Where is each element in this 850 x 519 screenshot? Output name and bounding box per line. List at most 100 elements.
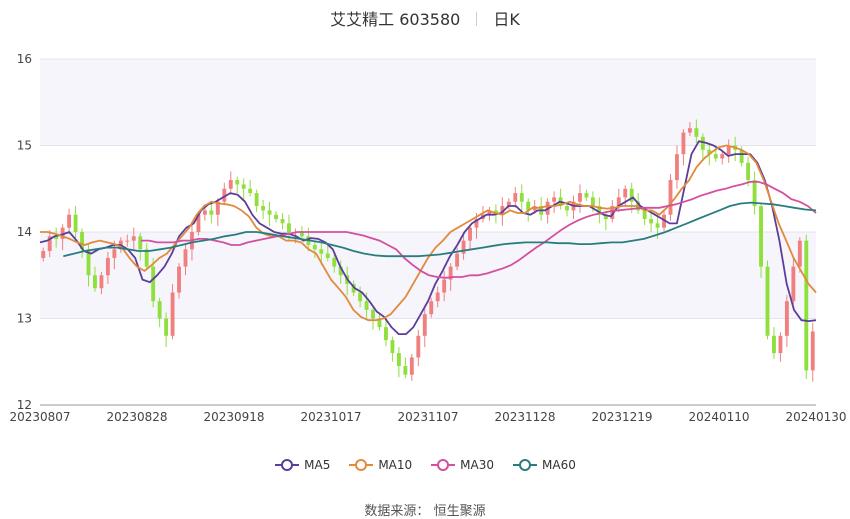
- candle-body: [254, 193, 259, 207]
- candle-body: [778, 335, 783, 354]
- candle: [597, 197, 602, 224]
- candle-body: [332, 257, 337, 267]
- candle-body: [209, 210, 214, 215]
- candle: [235, 176, 240, 194]
- candle: [151, 257, 156, 308]
- candle-body: [720, 154, 725, 159]
- candle-body: [280, 219, 285, 224]
- candle-body: [125, 240, 130, 242]
- candle-body: [578, 193, 582, 202]
- x-tick-label: 20231017: [300, 410, 361, 424]
- candle-body: [429, 301, 434, 315]
- legend-marker-icon: [349, 459, 374, 471]
- candle: [261, 199, 266, 220]
- candle-body: [312, 244, 317, 250]
- candle-body: [681, 132, 686, 155]
- candle-body: [228, 180, 233, 189]
- candle: [403, 357, 408, 379]
- chart-title: 艾艾精工 603580 日K: [0, 6, 850, 30]
- candle: [47, 230, 52, 258]
- legend-label: MA5: [304, 458, 331, 472]
- legend-label: MA60: [542, 458, 576, 472]
- candle-body: [649, 219, 654, 224]
- candle: [772, 327, 776, 360]
- candle: [274, 211, 278, 223]
- legend-marker-icon: [431, 459, 456, 471]
- candle-body: [47, 236, 52, 252]
- candle-body: [93, 275, 97, 289]
- candle: [694, 119, 699, 143]
- candle-body: [41, 251, 46, 258]
- candle-body: [687, 128, 692, 133]
- candle-body: [390, 340, 395, 354]
- x-tick-label: 20230918: [203, 410, 264, 424]
- candle-body: [196, 214, 201, 232]
- candle: [513, 187, 518, 208]
- candle: [248, 180, 253, 197]
- x-tick-label: 20231128: [494, 410, 555, 424]
- legend-item-ma5[interactable]: MA5: [274, 458, 330, 472]
- candle-body: [597, 206, 602, 215]
- candle-body: [287, 223, 291, 232]
- candle-body: [487, 210, 492, 215]
- candle: [99, 271, 104, 295]
- candle: [752, 171, 757, 215]
- candle-body: [759, 206, 763, 267]
- legend-item-ma10[interactable]: MA10: [348, 458, 412, 472]
- period-label: 日K: [493, 10, 520, 29]
- stock-name: 艾艾精工 603580: [330, 10, 461, 29]
- y-tick-label: 16: [17, 52, 32, 66]
- candle: [371, 306, 375, 330]
- candle-body: [623, 188, 628, 198]
- candle-body: [765, 266, 770, 336]
- legend: MA5 MA10 MA30 MA60: [0, 458, 850, 474]
- candle: [797, 237, 802, 273]
- candle-body: [526, 201, 531, 211]
- candle-body: [183, 249, 188, 267]
- candle: [222, 182, 227, 206]
- candle: [409, 353, 414, 381]
- candle: [810, 322, 815, 382]
- legend-marker-icon: [513, 459, 538, 471]
- candle-body: [325, 253, 330, 258]
- candle-body: [474, 219, 479, 228]
- candle: [778, 332, 783, 362]
- x-tick-label: 20230807: [9, 410, 70, 424]
- candle: [377, 312, 382, 331]
- candle-body: [603, 214, 608, 220]
- candle-body: [461, 240, 466, 254]
- candle-body: [642, 210, 647, 220]
- candle-body: [422, 314, 427, 336]
- candle: [506, 198, 511, 210]
- candle-body: [616, 197, 621, 207]
- candle-body: [384, 327, 388, 341]
- candle-body: [396, 353, 401, 367]
- candle: [93, 266, 97, 292]
- candle: [746, 156, 751, 187]
- candle: [209, 201, 214, 224]
- candle-body: [752, 180, 757, 207]
- candle: [668, 174, 673, 221]
- candle: [325, 244, 330, 262]
- candle-body: [131, 236, 136, 241]
- x-tick-label: 20240110: [688, 410, 749, 424]
- candle-body: [791, 266, 796, 302]
- candle: [468, 224, 472, 250]
- candle-body: [86, 249, 91, 276]
- candle: [332, 254, 337, 273]
- candle: [584, 189, 589, 201]
- legend-item-ma60[interactable]: MA60: [512, 458, 576, 472]
- candle: [759, 202, 763, 278]
- candle-body: [726, 145, 731, 155]
- candle: [241, 178, 246, 200]
- legend-item-ma30[interactable]: MA30: [430, 458, 494, 472]
- ma-lines: [39, 140, 817, 336]
- candle: [131, 227, 136, 250]
- candle: [675, 145, 679, 189]
- candle-body: [351, 283, 356, 293]
- grid-band: [40, 318, 816, 405]
- candle: [804, 234, 809, 380]
- candle-body: [416, 335, 421, 358]
- candle-body: [358, 292, 363, 302]
